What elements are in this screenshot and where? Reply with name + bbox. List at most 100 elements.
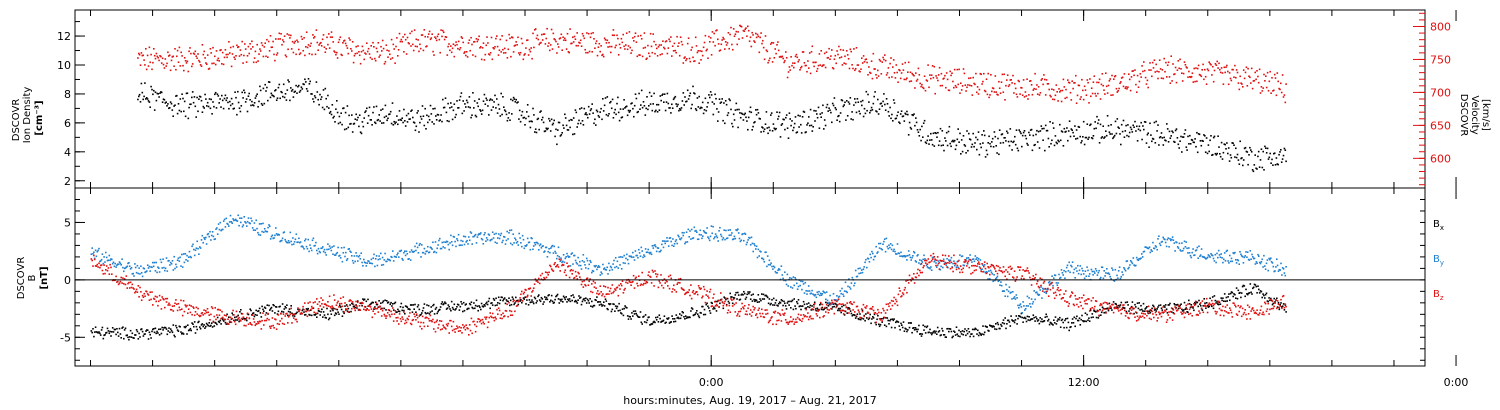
data-point <box>546 256 549 258</box>
data-point <box>639 108 641 110</box>
data-point <box>1136 125 1138 128</box>
data-point <box>890 117 892 120</box>
data-point <box>472 92 474 94</box>
data-point <box>785 283 788 286</box>
data-point <box>315 241 317 244</box>
data-point <box>1065 318 1067 320</box>
data-point <box>814 120 816 122</box>
data-point <box>221 94 223 97</box>
data-point <box>1164 304 1167 306</box>
data-point <box>621 308 624 310</box>
data-point <box>1252 80 1255 82</box>
data-point <box>1265 86 1268 89</box>
data-point <box>458 48 461 51</box>
data-point <box>1215 154 1218 156</box>
data-point <box>853 284 855 287</box>
data-point <box>532 32 534 35</box>
data-point <box>749 36 752 39</box>
data-point <box>948 125 951 128</box>
data-point <box>497 237 499 239</box>
data-point <box>731 302 734 305</box>
data-point <box>147 100 150 102</box>
data-point <box>504 52 507 54</box>
data-point <box>933 65 936 68</box>
data-point <box>620 116 623 119</box>
data-point <box>665 101 668 103</box>
data-point <box>142 54 144 57</box>
data-point <box>747 25 749 28</box>
data-point <box>1115 303 1117 305</box>
data-point <box>509 229 511 232</box>
data-point <box>421 309 424 312</box>
data-point <box>875 74 877 76</box>
data-point <box>218 321 221 324</box>
data-point <box>750 236 753 239</box>
data-point <box>1227 147 1230 149</box>
data-point <box>215 322 217 324</box>
data-point <box>884 109 887 111</box>
data-point <box>758 117 761 120</box>
data-point <box>501 35 503 37</box>
data-point <box>463 309 466 312</box>
data-point <box>613 111 616 114</box>
data-point <box>678 317 680 320</box>
data-point <box>140 265 142 267</box>
data-point <box>1230 79 1233 82</box>
data-point <box>146 264 149 266</box>
data-point <box>869 109 872 112</box>
data-point <box>166 62 168 65</box>
data-point <box>211 62 213 65</box>
data-point <box>1125 124 1127 127</box>
data-point <box>919 333 922 335</box>
data-point <box>649 252 651 255</box>
data-point <box>601 305 603 307</box>
data-point <box>1219 153 1221 155</box>
data-point <box>619 108 622 110</box>
data-point <box>412 121 415 123</box>
data-point <box>875 323 877 326</box>
data-point <box>617 309 620 312</box>
data-point <box>638 316 641 318</box>
data-point <box>1139 309 1141 311</box>
data-point <box>528 241 531 243</box>
data-point <box>662 40 664 42</box>
data-point <box>638 248 640 251</box>
data-point <box>935 262 937 264</box>
data-point <box>535 302 538 304</box>
data-point <box>377 42 380 44</box>
data-point <box>242 224 245 226</box>
data-point <box>615 113 617 116</box>
data-point <box>120 264 122 266</box>
data-point <box>299 241 302 243</box>
data-point <box>268 50 271 52</box>
data-point <box>410 45 412 47</box>
data-point <box>179 98 182 100</box>
data-point <box>149 61 151 64</box>
data-point <box>152 328 154 331</box>
data-point <box>151 88 153 91</box>
data-point <box>592 112 594 114</box>
data-point <box>377 258 380 261</box>
data-point <box>968 84 971 87</box>
data-point <box>427 304 430 307</box>
data-point <box>1263 169 1265 171</box>
data-point <box>708 35 710 38</box>
data-point <box>171 260 174 262</box>
data-point <box>611 308 614 311</box>
data-point <box>981 83 983 85</box>
data-point <box>237 214 239 217</box>
data-point <box>576 32 578 34</box>
data-point <box>186 92 189 94</box>
data-point <box>891 318 894 320</box>
data-point <box>1103 137 1105 139</box>
data-point <box>919 82 921 85</box>
data-point <box>907 134 910 136</box>
data-point <box>930 74 933 76</box>
data-point <box>854 314 856 317</box>
data-point <box>767 61 769 64</box>
data-point <box>1283 147 1286 150</box>
data-point <box>465 241 467 243</box>
data-point <box>985 78 988 80</box>
data-point <box>936 77 938 79</box>
data-point <box>750 111 753 114</box>
